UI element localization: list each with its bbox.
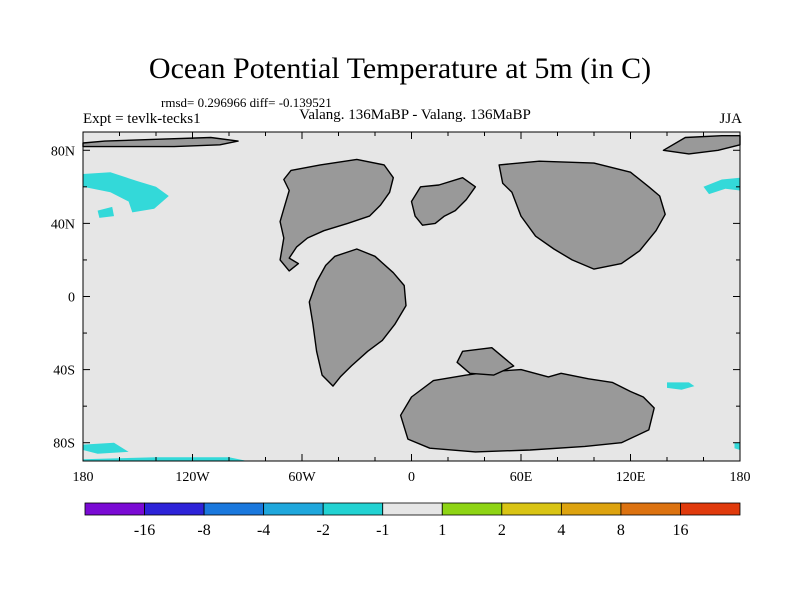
x-axis-labels: 180 120W 60W 0 60E 120E 180 <box>73 470 751 485</box>
anomaly-layer <box>83 172 740 461</box>
colorbar-label: -2 <box>317 522 330 539</box>
y-tick-label: 0 <box>68 291 75 306</box>
land-africa-south <box>456 347 515 376</box>
colorbar-label: -16 <box>134 522 155 539</box>
land-layer <box>82 134 741 453</box>
colorbar-label: -1 <box>376 522 389 539</box>
anomaly-southern-ocean <box>667 382 695 390</box>
x-tick-label: 60W <box>288 470 316 485</box>
plot-title: Ocean Potential Temperature at 5m (in C) <box>148 52 652 85</box>
colorbar-box <box>144 502 205 516</box>
colorbar-box <box>84 502 145 516</box>
land-arctic-west <box>82 136 239 148</box>
colorbar-label: 4 <box>557 522 565 539</box>
anomaly-antarctic-south <box>83 457 248 461</box>
stats-text: rmsd= 0.296966 diff= -0.139521 <box>161 95 332 110</box>
colorbar-label: 8 <box>617 522 625 539</box>
colorbar-box <box>441 502 503 516</box>
anomaly-antarctic-west <box>83 442 129 454</box>
colorbar-box <box>382 502 443 516</box>
colorbar-label: 1 <box>438 522 446 539</box>
anomaly-ne-pacific <box>703 177 740 195</box>
colorbar-box <box>560 502 622 516</box>
anomaly-antarctic-east <box>734 442 740 450</box>
y-tick-label: 40N <box>51 217 75 232</box>
y-tick-label: 40S <box>53 364 75 379</box>
y-tick-label: 80S <box>53 437 75 452</box>
colorbar-label: -8 <box>197 522 210 539</box>
anomaly-nw-pacific-spot <box>97 206 114 218</box>
x-tick-label: 180 <box>73 470 94 485</box>
colorbar-box <box>322 502 384 516</box>
experiment-label: Expt = tevlk-tecks1 <box>83 111 201 127</box>
anomaly-nw-pacific <box>83 172 169 213</box>
land-south-america <box>308 248 407 387</box>
map-plot-area <box>82 131 741 462</box>
x-tick-label: 120E <box>616 470 646 485</box>
colorbar-label: 16 <box>672 522 688 539</box>
land-north-america <box>279 158 394 272</box>
y-axis-labels: 80N 40N 0 40S 80S <box>51 144 75 451</box>
season-label: JJA <box>719 111 742 127</box>
axis-ticks <box>82 132 741 461</box>
x-tick-label: 0 <box>408 470 415 485</box>
land-europe <box>410 176 477 226</box>
colorbar-box <box>680 502 741 516</box>
colorbar-box <box>620 502 681 516</box>
colorbar-box <box>501 502 562 516</box>
land-asia <box>498 160 666 270</box>
colorbar-label: -4 <box>257 522 270 539</box>
y-tick-label: 80N <box>51 144 75 159</box>
colorbar-box <box>203 502 265 516</box>
subtitle: Valang. 136MaBP - Valang. 136MaBP <box>299 107 531 123</box>
colorbar-labels: -16 -8 -4 -2 -1 1 2 4 8 16 <box>134 522 689 539</box>
x-tick-label: 120W <box>175 470 210 485</box>
x-tick-label: 180 <box>730 470 751 485</box>
colorbar <box>84 502 741 516</box>
colorbar-box <box>263 502 324 516</box>
colorbar-label: 2 <box>498 522 506 539</box>
x-tick-label: 60E <box>510 470 533 485</box>
